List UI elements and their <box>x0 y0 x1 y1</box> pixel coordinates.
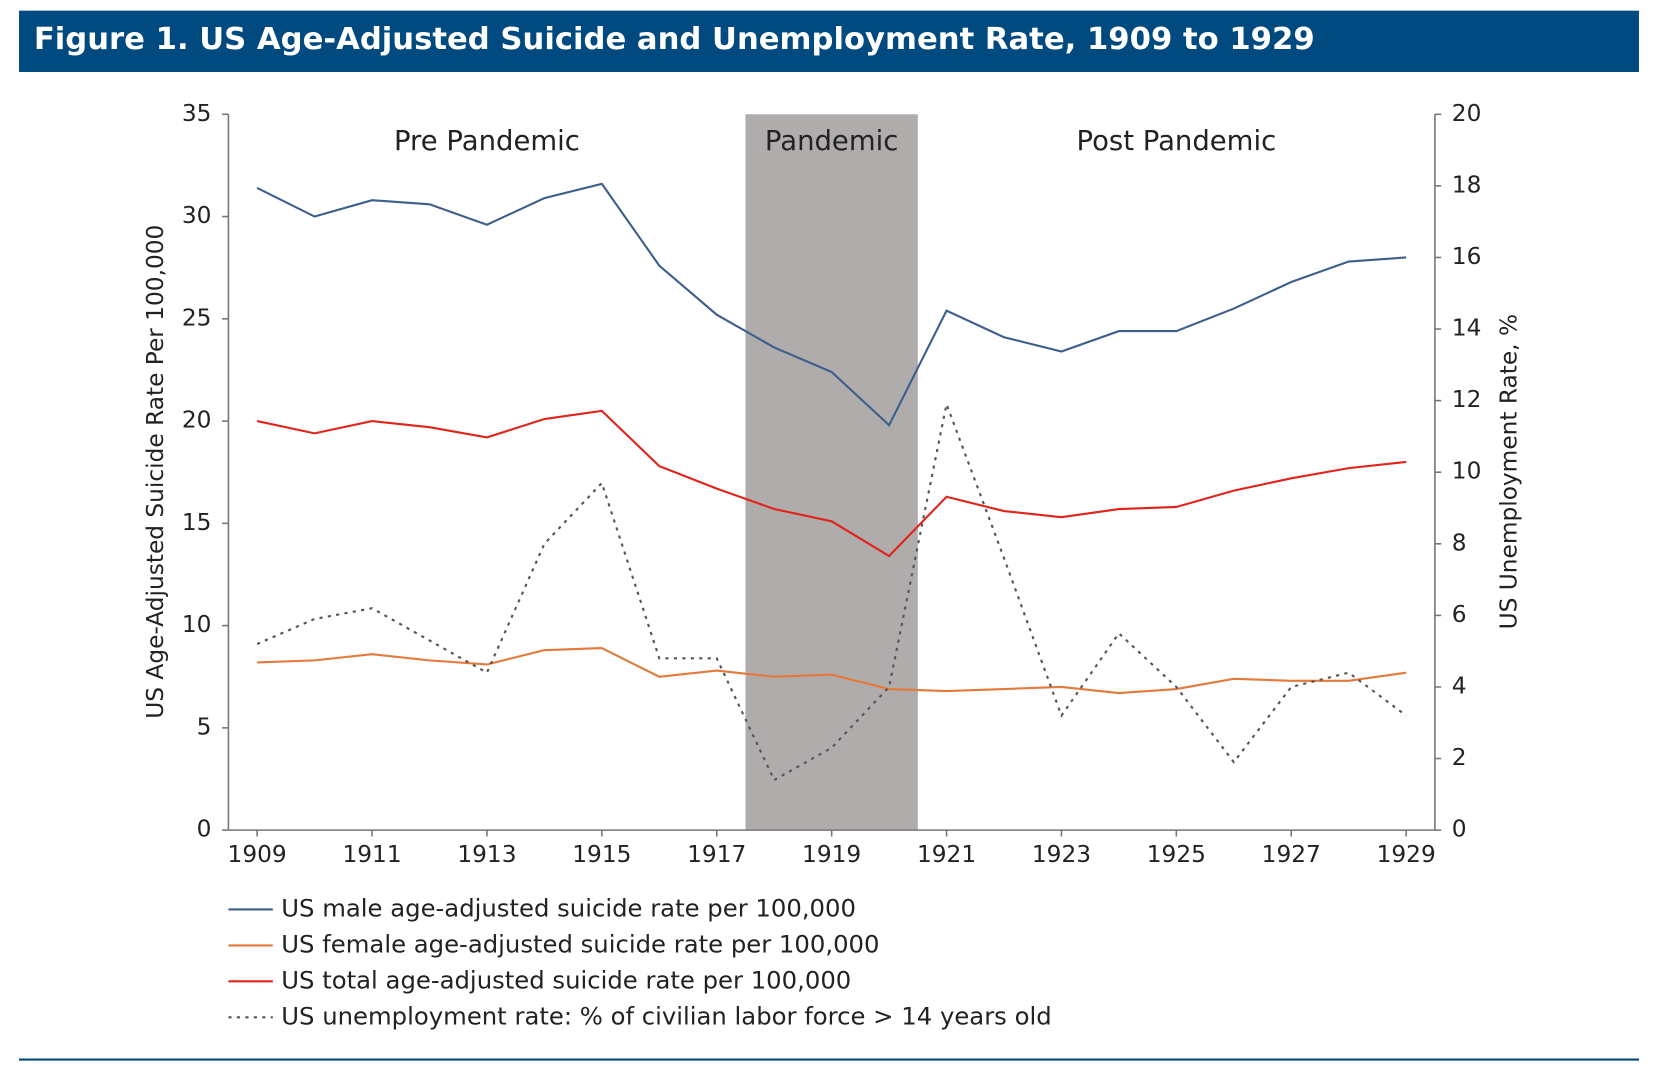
y2-axis-title: US Unemployment Rate, % <box>1495 314 1522 629</box>
legend-label: US unemployment rate: % of civilian labo… <box>281 1001 1051 1030</box>
y-axis-title: US Age-Adjusted Suicide Rate Per 100,000 <box>142 225 169 719</box>
y-tick-label: 0 <box>197 816 212 843</box>
legend-label: US female age-adjusted suicide rate per … <box>281 929 879 958</box>
x-tick-label: 1919 <box>802 841 861 868</box>
y2-tick-label: 20 <box>1452 100 1482 127</box>
x-tick-label: 1923 <box>1032 841 1091 868</box>
y2-tick-label: 0 <box>1452 816 1467 843</box>
y-tick-label: 35 <box>182 100 212 127</box>
y2-tick-label: 4 <box>1452 672 1467 699</box>
y-tick-label: 30 <box>182 202 212 229</box>
y-tick-label: 5 <box>197 713 212 740</box>
y2-tick-label: 8 <box>1452 529 1467 556</box>
x-tick-label: 1909 <box>228 841 287 868</box>
x-tick-label: 1929 <box>1377 841 1436 868</box>
period-label: Post Pandemic <box>1076 125 1276 157</box>
series-line <box>257 647 1407 695</box>
x-tick-label: 1917 <box>687 841 746 868</box>
series-line <box>256 409 1407 558</box>
x-tick-label: 1925 <box>1147 841 1206 868</box>
y2-tick-label: 16 <box>1452 243 1482 270</box>
x-tick-label: 1927 <box>1262 841 1321 868</box>
y2-tick-label: 10 <box>1452 458 1482 485</box>
period-label: Pandemic <box>765 125 898 157</box>
x-tick-label: 1915 <box>572 841 631 868</box>
legend-label: US male age-adjusted suicide rate per 10… <box>281 893 856 922</box>
y2-tick-label: 6 <box>1452 601 1467 628</box>
legend-label: US total age-adjusted suicide rate per 1… <box>281 965 851 994</box>
title-bar <box>19 10 1639 72</box>
x-tick-label: 1921 <box>917 841 976 868</box>
y2-tick-label: 2 <box>1452 744 1467 771</box>
x-tick-label: 1911 <box>342 841 401 868</box>
series-line <box>256 182 1407 427</box>
chart-title: Figure 1. US Age-Adjusted Suicide and Un… <box>34 22 1315 57</box>
period-shade <box>745 114 918 831</box>
y2-tick-label: 18 <box>1452 171 1482 198</box>
x-tick-label: 1913 <box>457 841 516 868</box>
period-label: Pre Pandemic <box>394 125 580 157</box>
y-tick-label: 15 <box>182 509 212 536</box>
y2-tick-label: 14 <box>1452 315 1482 342</box>
y-tick-label: 20 <box>182 407 212 434</box>
y2-tick-label: 12 <box>1452 386 1482 413</box>
y-tick-label: 25 <box>182 304 212 331</box>
y-tick-label: 10 <box>182 611 212 638</box>
